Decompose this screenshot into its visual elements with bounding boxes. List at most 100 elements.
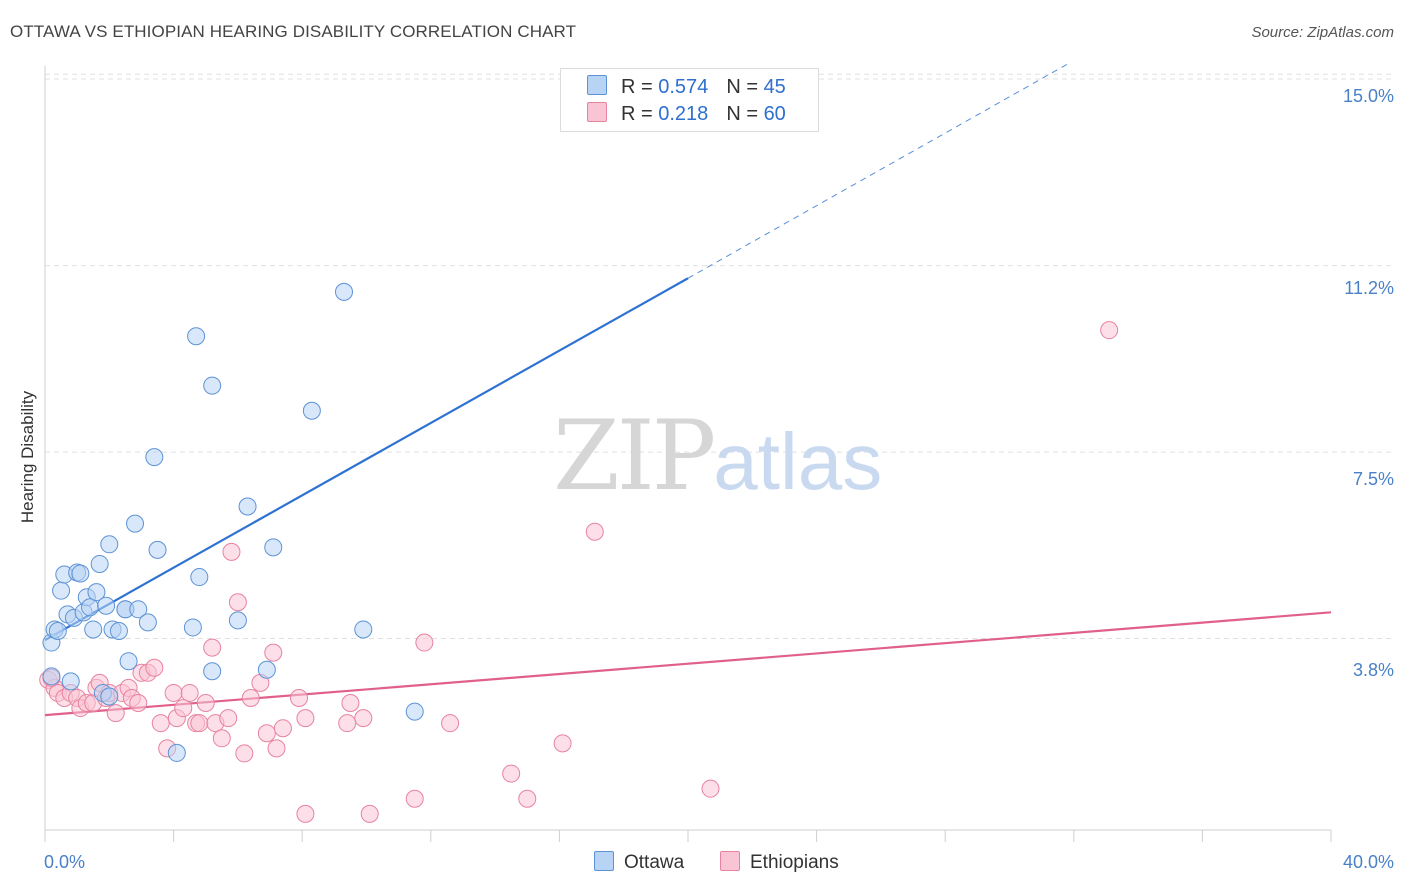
ethiopians-point	[222, 542, 241, 561]
ottawa-legend-label: Ottawa	[624, 852, 685, 873]
ottawa-point	[90, 554, 109, 573]
ethiopians-point	[228, 593, 247, 612]
legend-r-value: 0.218	[658, 103, 709, 125]
ethiopians-point	[553, 734, 572, 753]
grid-lines	[45, 73, 1392, 640]
legend-row-ottawa: R = 0.574 N = 45	[587, 75, 786, 101]
ottawa-point	[238, 497, 257, 516]
chart-title: OTTAWA VS ETHIOPIAN HEARING DISABILITY C…	[10, 22, 577, 41]
ottawa-point	[87, 583, 106, 602]
axes	[44, 66, 1332, 842]
ethiopians-point	[203, 638, 222, 657]
ethiopians-point	[241, 688, 260, 707]
ottawa-point	[257, 660, 276, 679]
ethiopians-point	[360, 804, 379, 823]
ethiopians-point	[164, 683, 183, 702]
legend-n-label: N =	[726, 76, 764, 98]
ethiopians-point	[585, 522, 604, 541]
watermark-zip: ZIP	[553, 400, 716, 512]
ethiopians-point	[106, 704, 125, 723]
ethiopians-point	[405, 789, 424, 808]
ottawa-point	[264, 538, 283, 557]
ottawa-point	[100, 535, 119, 554]
ottawa-point	[203, 376, 222, 395]
ethiopians-point	[180, 683, 199, 702]
ethiopians-legend-swatch	[720, 851, 740, 871]
ottawa-swatch	[587, 75, 607, 95]
ottawa-point	[302, 401, 321, 420]
ethiopians-point	[354, 709, 373, 728]
ottawa-point	[100, 687, 119, 706]
watermark: ZIPatlas	[553, 400, 882, 512]
ethiopians-point	[196, 694, 215, 713]
ottawa-legend-swatch	[594, 851, 614, 871]
ottawa-point	[148, 540, 167, 559]
ottawa-point	[97, 596, 116, 615]
ottawa-point	[119, 652, 138, 671]
ethiopians-point	[257, 724, 276, 743]
ottawa-point	[42, 667, 61, 686]
ethiopians-point	[338, 714, 357, 733]
ethiopians-point	[219, 709, 238, 728]
legend-n-value: 45	[763, 76, 786, 98]
ethiopians-point	[273, 719, 292, 738]
ottawa-point	[228, 611, 247, 630]
ethiopians-point	[1100, 321, 1119, 340]
ottawa-point	[81, 598, 100, 617]
bottom-legend-ethiopians[interactable]: Ethiopians	[720, 851, 839, 874]
ottawa-point	[48, 621, 67, 640]
ottawa-point	[84, 620, 103, 639]
y-tick-label: 15.0%	[1342, 86, 1394, 106]
legend-r-value: 0.574	[658, 76, 709, 98]
legend-row-ethiopians: R = 0.218 N = 60	[587, 102, 786, 128]
ethiopians-point	[145, 658, 164, 677]
data-points	[39, 282, 1119, 823]
ottawa-point	[405, 702, 424, 721]
legend-r-label: R =	[621, 103, 659, 125]
source-attribution: Source: ZipAtlas.com	[1251, 24, 1394, 41]
ottawa-point	[126, 514, 145, 533]
ottawa-point	[138, 613, 157, 632]
watermark-atlas: atlas	[713, 417, 883, 506]
y-tick-label: 7.5%	[1352, 469, 1394, 489]
ottawa-point	[109, 621, 128, 640]
ethiopians-swatch	[587, 102, 607, 122]
ethiopians-point	[341, 694, 360, 713]
ethiopians-point	[441, 714, 460, 733]
bottom-legend-ottawa[interactable]: Ottawa	[594, 851, 684, 874]
ethiopians-point	[701, 779, 720, 798]
legend-n-label: N =	[726, 103, 764, 125]
ottawa-point	[71, 564, 90, 583]
ottawa-point	[52, 581, 71, 600]
ethiopians-point	[502, 764, 521, 783]
ethiopians-point	[296, 709, 315, 728]
y-tick-label: 3.8%	[1352, 660, 1394, 680]
ethiopians-point	[212, 729, 231, 748]
ottawa-point	[187, 327, 206, 346]
ethiopians-legend-label: Ethiopians	[750, 852, 839, 873]
ottawa-point	[61, 672, 80, 691]
ethiopians-point	[190, 714, 209, 733]
ottawa-point	[129, 600, 148, 619]
ethiopians-point	[267, 739, 286, 758]
ethiopians-point	[296, 804, 315, 823]
y-tick-label: 11.2%	[1344, 278, 1394, 298]
ottawa-point	[354, 620, 373, 639]
ethiopians-point	[235, 744, 254, 763]
ottawa-point	[145, 448, 164, 467]
ottawa-point	[183, 618, 202, 637]
legend-n-value: 60	[763, 103, 786, 125]
ottawa-point	[203, 662, 222, 681]
ethiopians-point	[264, 643, 283, 662]
ethiopians-point	[289, 688, 308, 707]
y-axis-label: Hearing Disability	[18, 390, 37, 524]
ethiopians-point	[129, 694, 148, 713]
ethiopians-point	[415, 633, 434, 652]
legend-r-label: R =	[621, 76, 659, 98]
ottawa-trend-extrapolation	[687, 63, 1068, 279]
ottawa-point	[167, 743, 186, 762]
ottawa-point	[190, 568, 209, 587]
x-tick-label: 40.0%	[1342, 852, 1394, 872]
correlation-legend: R = 0.574 N = 45 R = 0.218 N = 60	[560, 68, 819, 132]
